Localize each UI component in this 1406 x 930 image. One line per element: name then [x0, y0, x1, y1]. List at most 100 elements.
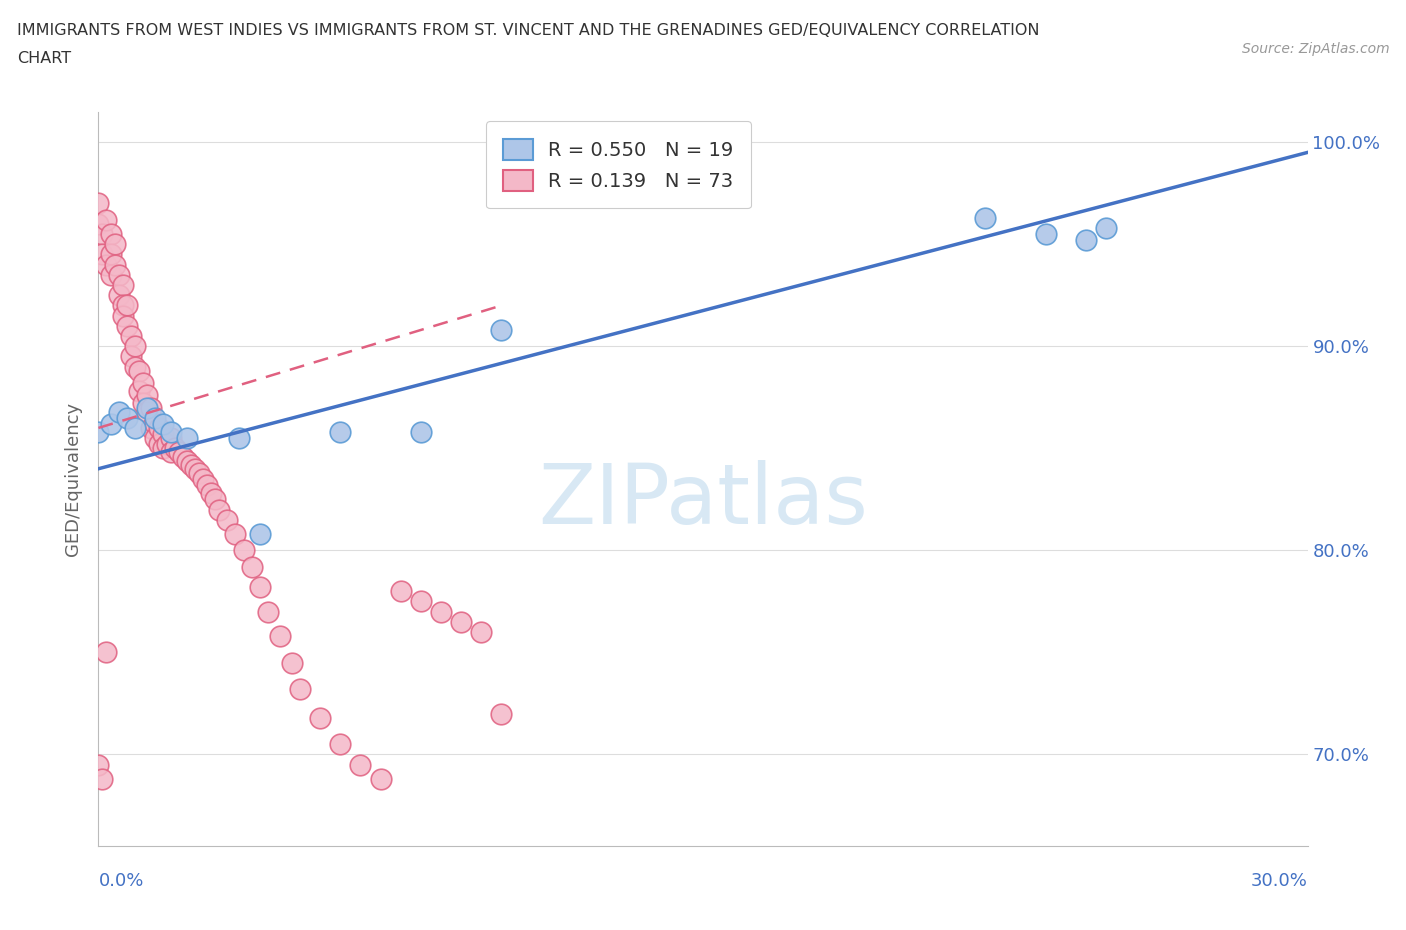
Point [91, 247, 114, 262]
Point [430, 604, 453, 619]
Point [107, 268, 129, 283]
Point [160, 431, 183, 445]
Point [87, 757, 110, 772]
Point [111, 278, 134, 293]
Point [249, 579, 271, 594]
Y-axis label: GED/Equivalency: GED/Equivalency [65, 402, 83, 556]
Point [96, 212, 118, 227]
Point [309, 711, 332, 725]
Text: ZIPatlas: ZIPatlas [538, 460, 868, 541]
Point [107, 405, 129, 419]
Point [128, 384, 150, 399]
Point [389, 584, 412, 599]
Text: Source: ZipAtlas.com: Source: ZipAtlas.com [1241, 42, 1389, 56]
Point [96, 258, 118, 272]
Point [156, 437, 179, 452]
Point [91, 227, 114, 242]
Point [204, 492, 226, 507]
Point [240, 559, 263, 574]
Point [160, 445, 183, 459]
Point [200, 485, 222, 500]
Point [329, 425, 352, 440]
Point [135, 388, 157, 403]
Point [100, 247, 122, 262]
Point [120, 328, 142, 343]
Point [103, 258, 125, 272]
Point [249, 526, 271, 541]
Point [115, 298, 138, 312]
Point [329, 737, 352, 751]
Point [115, 410, 138, 425]
Point [172, 449, 194, 464]
Point [188, 465, 211, 480]
Point [100, 268, 122, 283]
Legend: R = 0.550   N = 19, R = 0.139   N = 73: R = 0.550 N = 19, R = 0.139 N = 73 [486, 121, 751, 208]
Point [409, 425, 432, 440]
Point [1035, 227, 1057, 242]
Point [135, 400, 157, 415]
Point [128, 364, 150, 379]
Point [195, 478, 218, 493]
Point [208, 502, 231, 517]
Point [269, 629, 291, 644]
Point [139, 420, 162, 435]
Point [281, 656, 304, 671]
Point [349, 757, 371, 772]
Point [124, 359, 146, 374]
Point [139, 400, 162, 415]
Point [167, 445, 190, 459]
Point [91, 772, 114, 787]
Point [370, 772, 392, 787]
Point [217, 512, 239, 527]
Point [152, 441, 174, 456]
Point [152, 427, 174, 442]
Point [1074, 232, 1097, 247]
Point [100, 227, 122, 242]
Point [103, 237, 125, 252]
Point [180, 458, 202, 472]
Point [115, 318, 138, 333]
Point [974, 210, 997, 225]
Point [1095, 220, 1118, 235]
Point [184, 461, 207, 476]
Point [143, 431, 166, 445]
Point [100, 417, 122, 432]
Point [135, 405, 157, 419]
Point [107, 287, 129, 302]
Point [450, 615, 472, 630]
Point [160, 425, 183, 440]
Point [176, 431, 198, 445]
Point [288, 682, 311, 697]
Point [96, 645, 118, 660]
Point [470, 625, 492, 640]
Point [124, 339, 146, 353]
Point [87, 196, 110, 211]
Point [176, 453, 198, 468]
Point [111, 298, 134, 312]
Text: 0.0%: 0.0% [98, 872, 143, 890]
Point [163, 441, 186, 456]
Point [132, 376, 155, 391]
Point [124, 420, 146, 435]
Point [193, 472, 215, 486]
Point [224, 526, 246, 541]
Point [148, 420, 170, 435]
Point [152, 417, 174, 432]
Point [87, 217, 110, 232]
Point [148, 437, 170, 452]
Point [491, 323, 513, 338]
Point [232, 543, 254, 558]
Point [87, 425, 110, 440]
Point [111, 308, 134, 323]
Point [409, 594, 432, 609]
Point [132, 396, 155, 411]
Point [256, 604, 278, 619]
Point [143, 417, 166, 432]
Point [228, 431, 250, 445]
Point [120, 349, 142, 364]
Text: IMMIGRANTS FROM WEST INDIES VS IMMIGRANTS FROM ST. VINCENT AND THE GRENADINES GE: IMMIGRANTS FROM WEST INDIES VS IMMIGRANT… [17, 23, 1039, 38]
Text: 30.0%: 30.0% [1251, 872, 1308, 890]
Point [143, 410, 166, 425]
Text: CHART: CHART [17, 51, 70, 66]
Point [491, 706, 513, 721]
